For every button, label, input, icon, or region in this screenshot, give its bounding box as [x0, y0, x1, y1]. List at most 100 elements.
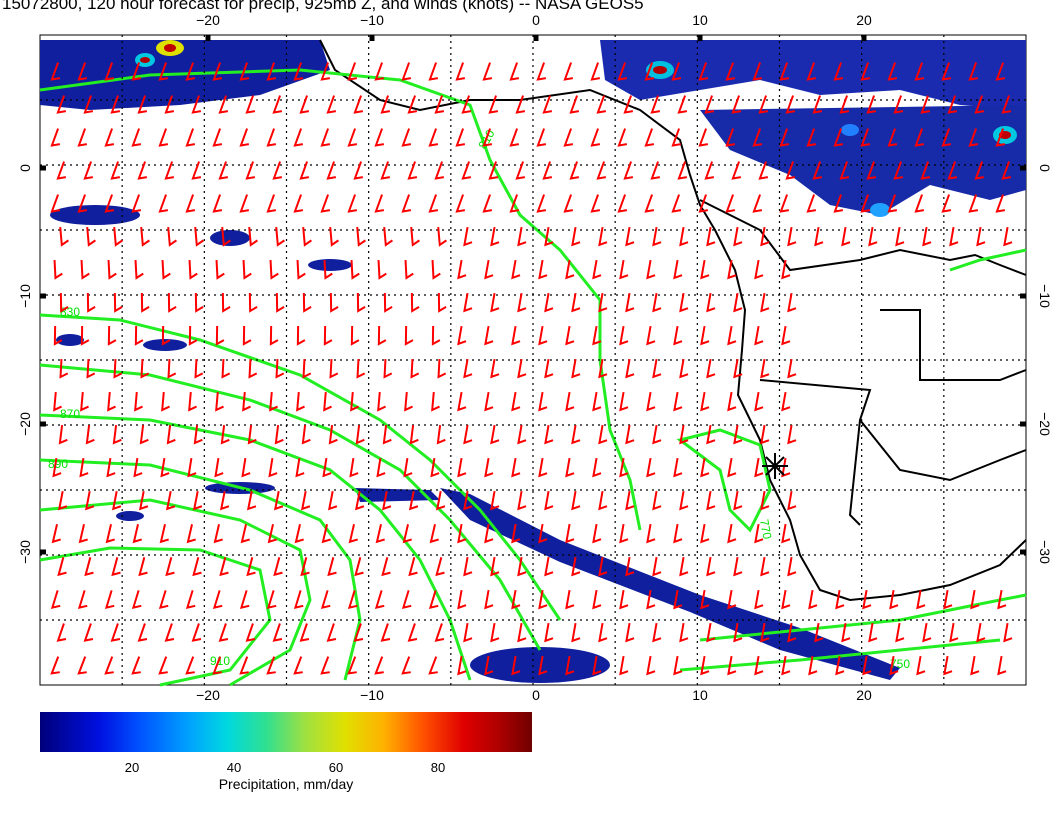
wind-barb [706, 358, 716, 379]
wind-barb [679, 490, 689, 511]
wind-barb [571, 424, 581, 445]
wind-barb [381, 490, 392, 511]
wind-barb [104, 590, 115, 609]
wind-barb [752, 194, 763, 213]
wind-barb [706, 226, 716, 247]
wind-barb [245, 95, 256, 114]
wind-barb [455, 194, 466, 213]
wind-barb [212, 62, 223, 81]
wind-barb [625, 292, 635, 313]
wind-barb [781, 655, 791, 676]
wind-barb [700, 589, 710, 610]
wind-barb [887, 128, 898, 147]
wind-barb [320, 62, 331, 81]
wind-barb [59, 226, 69, 247]
wind-barb [402, 524, 412, 544]
wind-barb [268, 457, 278, 478]
wind-barb [185, 656, 195, 675]
wind-barb [758, 95, 769, 114]
wind-barb [563, 194, 574, 213]
wind-barb [158, 656, 168, 675]
wind-barb [511, 259, 521, 280]
wind-barb [758, 161, 769, 180]
wind-barb [50, 128, 61, 147]
wind-barb [239, 656, 249, 675]
wind-barb [356, 226, 366, 247]
wind-barb [787, 226, 797, 247]
wind-barb [538, 523, 548, 544]
wind-barb [431, 391, 440, 412]
wind-barb [437, 226, 447, 247]
wind-barb [727, 655, 737, 676]
wind-barb [132, 524, 142, 544]
wind-barb [356, 292, 366, 313]
wind-barb [698, 128, 709, 147]
wind-barb [949, 226, 959, 247]
wind-barb [59, 292, 69, 313]
wind-barb [457, 457, 467, 478]
wind-barb [1001, 95, 1012, 114]
wind-barb [808, 589, 818, 610]
wind-barb [239, 590, 250, 609]
wind-barb [941, 194, 952, 213]
wind-barb [410, 292, 420, 313]
wind-barb [727, 523, 737, 544]
wind-barb [646, 655, 656, 676]
wind-barb [164, 95, 175, 114]
wind-barb [83, 161, 94, 180]
svg-text:910: 910 [210, 654, 230, 668]
wind-barb [673, 457, 683, 478]
wind-barb [218, 623, 229, 642]
wind-barb [140, 292, 150, 313]
wind-barb [401, 590, 412, 609]
wind-barb [428, 590, 439, 609]
wind-barb [300, 557, 310, 577]
wind-barb [131, 194, 142, 213]
wind-barb [727, 325, 737, 346]
wind-barb [407, 623, 418, 642]
wind-barb [242, 325, 252, 346]
wind-barb [725, 128, 736, 147]
wind-barb [273, 490, 284, 511]
wind-barb [839, 161, 850, 180]
wind-barb [673, 259, 683, 280]
wind-barb [401, 656, 411, 675]
wind-barb [754, 655, 764, 676]
wind-barb [679, 556, 689, 577]
wind-barb [266, 62, 277, 81]
wind-barb [488, 161, 499, 180]
wind-barb [323, 391, 332, 412]
wind-barb [239, 128, 250, 147]
wind-barb [914, 128, 925, 147]
wind-barb [347, 194, 358, 213]
wind-barb [299, 623, 310, 642]
wind-barb [571, 226, 581, 247]
wind-barb [679, 424, 689, 445]
wind-barb [194, 292, 204, 313]
wind-barb [463, 424, 473, 445]
wind-barb [80, 325, 90, 346]
wind-barb [598, 556, 608, 577]
wind-barb [511, 655, 521, 676]
wind-barb [353, 623, 364, 642]
wind-barb [544, 424, 554, 445]
wind-barb [107, 325, 117, 346]
wind-barb [269, 325, 279, 346]
wind-barb [326, 623, 337, 642]
wind-barb [137, 95, 148, 114]
wind-barb [592, 523, 602, 544]
wind-barb [212, 194, 223, 213]
wind-barb [320, 194, 331, 213]
wind-barb [293, 590, 304, 609]
wind-barb [781, 259, 791, 280]
wind-barb [83, 623, 94, 642]
wind-barb [569, 161, 580, 180]
wind-barb [787, 358, 797, 379]
wind-barb [700, 259, 710, 280]
wind-barb [326, 161, 337, 180]
wind-barb [245, 161, 256, 180]
wind-barb [484, 523, 494, 544]
wind-barb [920, 161, 931, 180]
wind-barb [781, 457, 791, 478]
wind-barb [110, 161, 121, 180]
